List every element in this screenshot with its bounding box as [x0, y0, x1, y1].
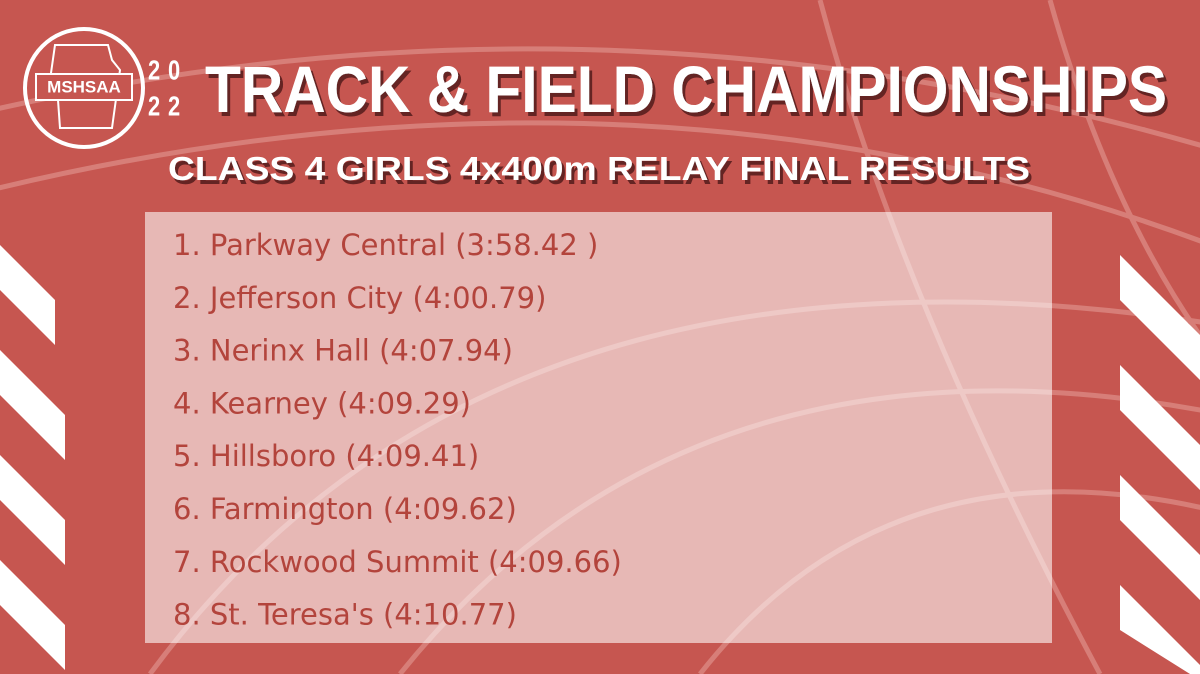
left-stripes	[0, 245, 65, 670]
result-line: 4. Kearney (4:09.29)	[173, 386, 471, 420]
logo-band	[35, 73, 133, 101]
subtitle: CLASS 4 GIRLS 4x400m RELAY FINAL RESULTS	[168, 150, 1030, 187]
year-top: 20	[148, 54, 188, 85]
result-line: 6. Farmington (4:09.62)	[173, 492, 517, 526]
result-line: 3. Nerinx Hall (4:07.94)	[173, 334, 513, 368]
result-line: 5. Hillsboro (4:09.41)	[173, 439, 479, 473]
logo: MSHSAA	[23, 27, 145, 149]
result-line: 7. Rockwood Summit (4:09.66)	[173, 545, 622, 579]
year-bottom: 22	[148, 90, 188, 121]
title: TRACK & FIELD CHAMPIONSHIPS	[205, 52, 1167, 126]
logo-text: MSHSAA	[47, 77, 121, 96]
logo-ring	[23, 27, 145, 149]
right-stripes	[1120, 255, 1200, 674]
result-line: 1. Parkway Central (3:58.42 )	[173, 228, 598, 262]
results-panel	[145, 212, 1052, 643]
results-list: 1. Parkway Central (3:58.42 ) 2. Jefferso…	[173, 228, 622, 632]
result-line: 8. St. Teresa's (4:10.77)	[173, 598, 517, 632]
result-line: 2. Jefferson City (4:00.79)	[173, 281, 546, 315]
